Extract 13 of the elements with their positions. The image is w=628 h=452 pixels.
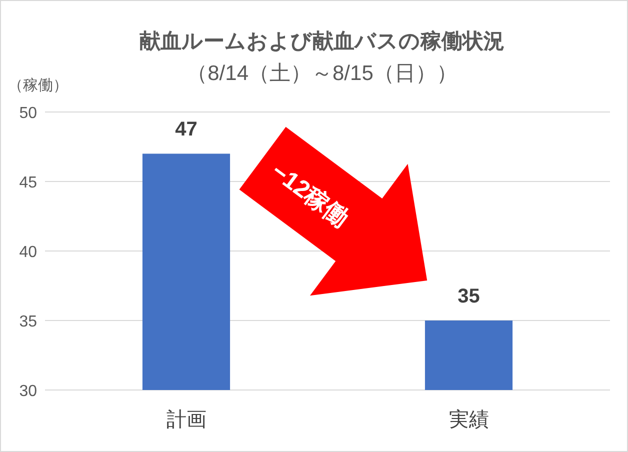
- y-tick-label: 35: [19, 314, 38, 330]
- annotation: −12稼働: [266, 158, 354, 232]
- chart-title: 献血ルームおよび献血バスの稼働状況: [140, 29, 504, 53]
- chart-subtitle: （8/14（土）～8/15（日））: [186, 62, 458, 85]
- y-tick-label: 40: [19, 244, 38, 261]
- x-tick-label: 実績: [448, 408, 489, 431]
- x-tick-label: 計画: [166, 409, 206, 431]
- data-label: 35: [458, 286, 480, 308]
- data-label: 47: [175, 118, 198, 141]
- y-tick-label: 45: [19, 174, 38, 192]
- y-tick-label: 50: [19, 105, 38, 122]
- y-tick-label: 30: [19, 383, 38, 400]
- y-axis-title: （稼働）: [8, 77, 68, 94]
